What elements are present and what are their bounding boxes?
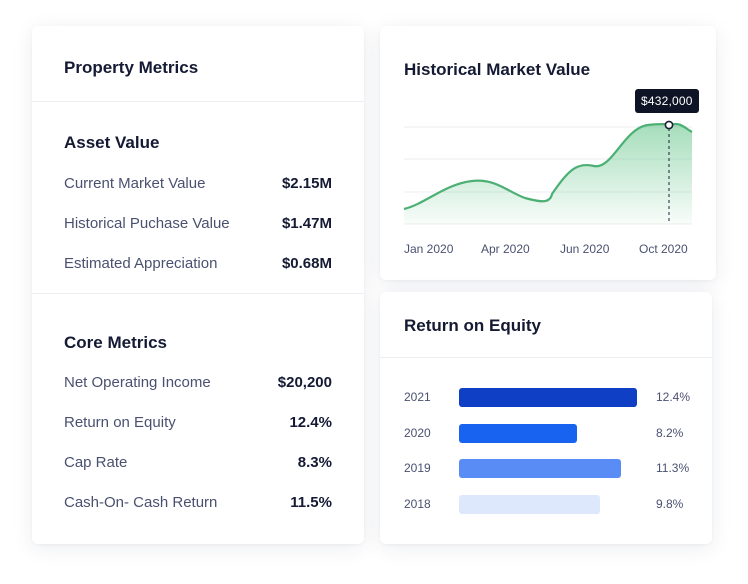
bar-value-label: 11.3%: [656, 461, 690, 475]
property-metrics-title: Property Metrics: [64, 58, 199, 77]
core-metrics-title: Core Metrics: [64, 333, 167, 352]
metric-value: $20,200: [277, 373, 332, 391]
cap-rate-row: Cap Rate 8.3%: [64, 452, 332, 472]
metric-value: $0.68M: [281, 254, 332, 272]
bar-value-label: 12.4%: [656, 390, 691, 404]
metric-label: Cap Rate: [64, 453, 128, 471]
roe-bar-2021[interactable]: [459, 388, 637, 407]
divider: [380, 357, 712, 358]
bar-year-label: 2018: [404, 497, 431, 511]
net-operating-income-row: Net Operating Income $20,200: [64, 372, 332, 392]
x-axis-label: Oct 2020: [639, 242, 688, 256]
metric-label: Cash-On- Cash Return: [64, 493, 218, 511]
bar-value-label: 9.8%: [656, 497, 684, 511]
roe-bar-2018[interactable]: [459, 495, 600, 514]
metric-label: Net Operating Income: [64, 373, 211, 391]
roe-bar-2020[interactable]: [459, 424, 577, 443]
return-on-equity-card: Return on Equity 2021 12.4% 2020 8.2% 20…: [380, 292, 712, 544]
roe-bar-2019[interactable]: [459, 459, 621, 478]
metric-value: 8.3%: [297, 453, 332, 471]
roe-bar-row: 2020 8.2%: [380, 424, 712, 444]
cash-on-cash-return-row: Cash-On- Cash Return 11.5%: [64, 492, 332, 512]
roe-bar-row: 2019 11.3%: [380, 459, 712, 479]
bar-value-label: 8.2%: [656, 426, 684, 440]
metric-label: Current Market Value: [64, 174, 206, 192]
metric-label: Estimated Appreciation: [64, 254, 218, 272]
current-market-value-row: Current Market Value $2.15M: [64, 173, 332, 193]
historical-market-value-card: Historical Market Value $432,000 Jan 202…: [380, 26, 716, 280]
divider: [32, 293, 364, 294]
asset-value-title: Asset Value: [64, 133, 160, 152]
metric-label: Historical Puchase Value: [64, 214, 230, 232]
roe-bar-row: 2018 9.8%: [380, 495, 712, 515]
divider: [32, 101, 364, 102]
estimated-appreciation-row: Estimated Appreciation $0.68M: [64, 253, 332, 273]
return-on-equity-title: Return on Equity: [404, 316, 541, 335]
bar-year-label: 2019: [404, 461, 431, 475]
historical-market-value-title: Historical Market Value: [404, 60, 591, 79]
value-tooltip: $432,000: [635, 89, 699, 113]
metric-value: $1.47M: [281, 214, 332, 232]
market-value-chart: [403, 120, 693, 225]
metric-value: $2.15M: [281, 174, 332, 192]
historical-purchase-value-row: Historical Puchase Value $1.47M: [64, 213, 332, 233]
x-axis-label: Jun 2020: [560, 242, 610, 256]
metric-value: 12.4%: [289, 413, 332, 431]
property-metrics-card: Property Metrics Asset Value Current Mar…: [32, 26, 364, 544]
metric-label: Return on Equity: [64, 413, 176, 431]
return-on-equity-row: Return on Equity 12.4%: [64, 412, 332, 432]
bar-year-label: 2021: [404, 390, 431, 404]
x-axis-label: Jan 2020: [404, 242, 454, 256]
roe-bar-row: 2021 12.4%: [380, 388, 712, 408]
hover-point[interactable]: [664, 120, 674, 130]
x-axis-label: Apr 2020: [481, 242, 530, 256]
market-value-area: [404, 124, 692, 224]
metric-value: 11.5%: [290, 493, 332, 511]
bar-year-label: 2020: [404, 426, 431, 440]
